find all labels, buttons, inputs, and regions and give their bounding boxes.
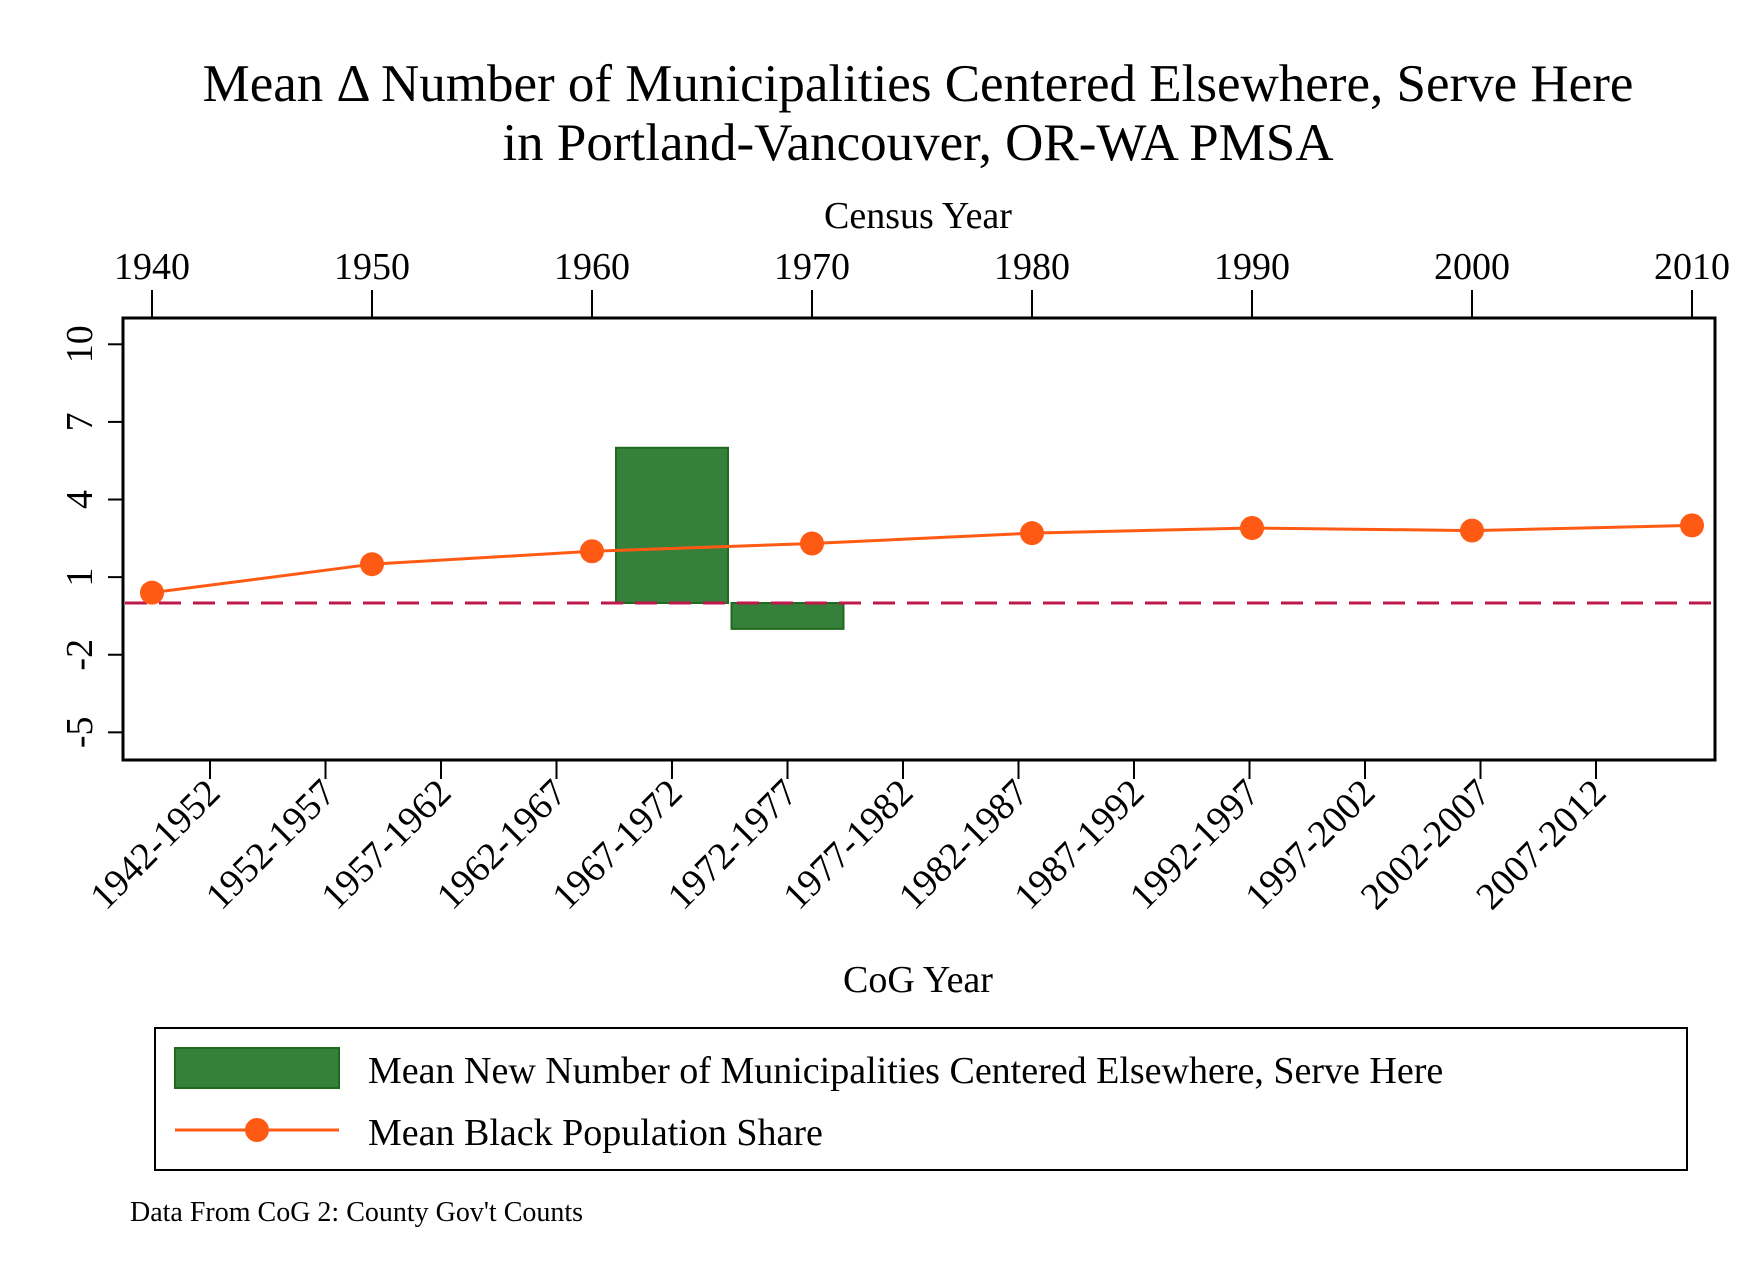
bottom-axis: 1942-19521952-19571957-19621962-19671967… bbox=[82, 760, 1614, 918]
top-tick-label: 2010 bbox=[1654, 246, 1730, 288]
top-tick-label: 1990 bbox=[1214, 246, 1290, 288]
plot-frame bbox=[121, 316, 1717, 762]
legend-frame bbox=[154, 1027, 1688, 1171]
x-axis-label: CoG Year bbox=[843, 959, 993, 1001]
top-axis: 1940 1950 1960 1970 1980 1990 2000 2010 bbox=[114, 246, 1730, 318]
y-tick-label: -5 bbox=[59, 717, 101, 749]
point-1990 bbox=[1240, 515, 1264, 540]
top-tick-label: 1950 bbox=[334, 246, 410, 288]
point-1940 bbox=[140, 580, 164, 605]
point-1950 bbox=[360, 552, 384, 577]
legend-bar-label: Mean New Number of Municipalities Center… bbox=[368, 1050, 1443, 1092]
y-axis: 10 7 4 1 -2 -5 bbox=[59, 325, 123, 748]
bar-series bbox=[615, 446, 845, 630]
legend-line-label: Mean Black Population Share bbox=[368, 1112, 823, 1154]
legend-line-marker bbox=[245, 1118, 269, 1142]
point-1960 bbox=[580, 539, 604, 564]
point-2010 bbox=[1680, 513, 1704, 538]
top-tick-label: 1940 bbox=[114, 246, 190, 288]
point-1980 bbox=[1020, 521, 1044, 546]
top-axis-label: Census Year bbox=[824, 195, 1012, 237]
source-note: Data From CoG 2: County Gov't Counts bbox=[130, 1197, 583, 1228]
y-tick-label: 4 bbox=[59, 490, 101, 509]
black-share-line bbox=[151, 523, 1693, 595]
chart-title-line1: Mean Δ Number of Municipalities Centered… bbox=[203, 55, 1634, 113]
y-tick-label: 7 bbox=[59, 412, 101, 431]
top-tick-label: 1960 bbox=[554, 246, 630, 288]
top-tick-label: 2000 bbox=[1434, 246, 1510, 288]
y-tick-label: 1 bbox=[59, 568, 101, 587]
y-tick-label: 10 bbox=[59, 325, 101, 363]
top-tick-label: 1980 bbox=[994, 246, 1070, 288]
legend: Mean New Number of Municipalities Center… bbox=[154, 1027, 1688, 1171]
legend-bar-swatch bbox=[174, 1047, 340, 1089]
bar-1967-1972 bbox=[615, 446, 729, 604]
top-tick-label: 1970 bbox=[774, 246, 850, 288]
chart-title-line2: in Portland-Vancouver, OR-WA PMSA bbox=[502, 114, 1333, 172]
y-tick-label: -2 bbox=[59, 639, 101, 671]
bar-1972-1977 bbox=[730, 602, 845, 630]
line-series bbox=[140, 513, 1704, 605]
point-2000 bbox=[1460, 518, 1484, 543]
point-1970 bbox=[800, 531, 824, 556]
